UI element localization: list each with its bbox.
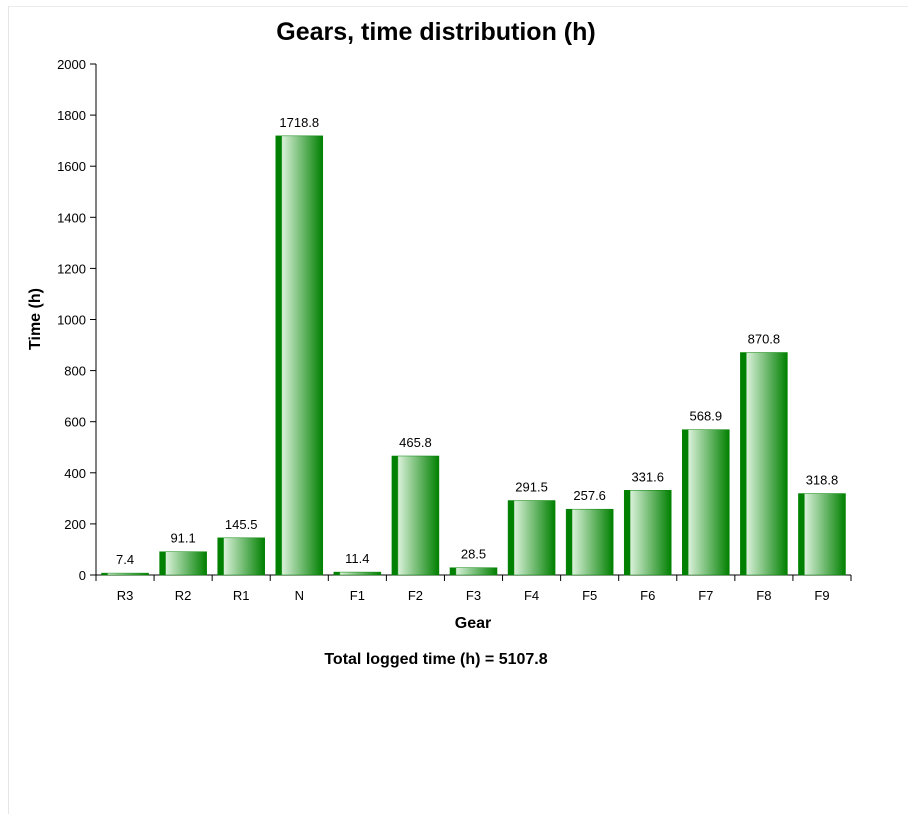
data-label-R1: 145.5 xyxy=(225,517,258,532)
y-axis-title: Time (h) xyxy=(27,288,44,350)
bar-F5 xyxy=(565,508,614,576)
data-label-F6: 331.6 xyxy=(631,469,664,484)
data-label-F9: 318.8 xyxy=(806,473,839,488)
x-tick-label: F5 xyxy=(582,588,597,603)
x-tick-label: R1 xyxy=(233,588,250,603)
bar-F3 xyxy=(449,567,498,576)
data-label-F2: 465.8 xyxy=(399,435,432,450)
bars: 7.4 91.1 145.5 1718.8 11.4 465.8 28.5 291.5 257.… xyxy=(101,115,846,576)
bar-R1 xyxy=(217,537,265,576)
y-tick-label: 1200 xyxy=(57,261,86,276)
x-tick-label: F4 xyxy=(524,588,539,603)
y-tick-label: 400 xyxy=(64,466,86,481)
bar-F8 xyxy=(740,352,788,576)
bar-F1 xyxy=(333,571,382,576)
x-tick-label: F3 xyxy=(466,588,481,603)
y-tick-label: 1600 xyxy=(57,159,86,174)
chart-title: Gears, time distribution (h) xyxy=(276,18,595,46)
data-label-R3: 7.4 xyxy=(116,552,134,567)
y-tick-label: 0 xyxy=(79,568,86,583)
x-tick-label: R2 xyxy=(175,588,192,603)
data-label-N: 1718.8 xyxy=(279,115,319,130)
bar-N xyxy=(275,135,324,576)
data-label-F8: 870.8 xyxy=(748,332,781,347)
data-label-R2: 91.1 xyxy=(170,531,195,546)
x-tick-label: R3 xyxy=(117,588,134,603)
data-label-F5: 257.6 xyxy=(573,488,606,503)
data-label-F3: 28.5 xyxy=(461,547,486,562)
x-tick-label: N xyxy=(295,588,304,603)
x-tick-label: F7 xyxy=(698,588,713,603)
axes: 0 200 400 600 800 1000 1200 1400 1600 1800 2000 R3 R… xyxy=(57,57,852,603)
x-tick-label: F6 xyxy=(640,588,655,603)
x-tick-label: F2 xyxy=(408,588,423,603)
bar-R2 xyxy=(159,551,207,576)
data-label-F7: 568.9 xyxy=(690,409,723,424)
y-tick-label: 200 xyxy=(64,517,86,532)
x-tick-label: F9 xyxy=(814,588,829,603)
y-tick-label: 2000 xyxy=(57,57,86,72)
x-tick-label: F8 xyxy=(756,588,771,603)
y-tick-label: 600 xyxy=(64,415,86,430)
bar-F4 xyxy=(507,500,556,576)
y-tick-label: 800 xyxy=(64,364,86,379)
y-tick-label: 1400 xyxy=(57,210,86,225)
y-tick-label: 1000 xyxy=(57,313,86,328)
bar-F2 xyxy=(391,455,440,576)
bar-F6 xyxy=(623,490,672,576)
bar-R3 xyxy=(101,572,149,576)
x-tick-label: F1 xyxy=(350,588,365,603)
bar-F7 xyxy=(682,429,730,576)
y-tick-label: 1800 xyxy=(57,108,86,123)
total-logged-time: Total logged time (h) = 5107.8 xyxy=(324,651,547,668)
bar-chart: Gears, time distribution (h) Time (h) Ge… xyxy=(27,18,852,668)
chart-panel: Gears, time distribution (h) Time (h) Ge… xyxy=(8,6,908,814)
data-label-F1: 11.4 xyxy=(345,551,369,566)
x-axis-title: Gear xyxy=(455,615,491,632)
data-label-F4: 291.5 xyxy=(515,480,548,495)
bar-F9 xyxy=(798,493,846,576)
